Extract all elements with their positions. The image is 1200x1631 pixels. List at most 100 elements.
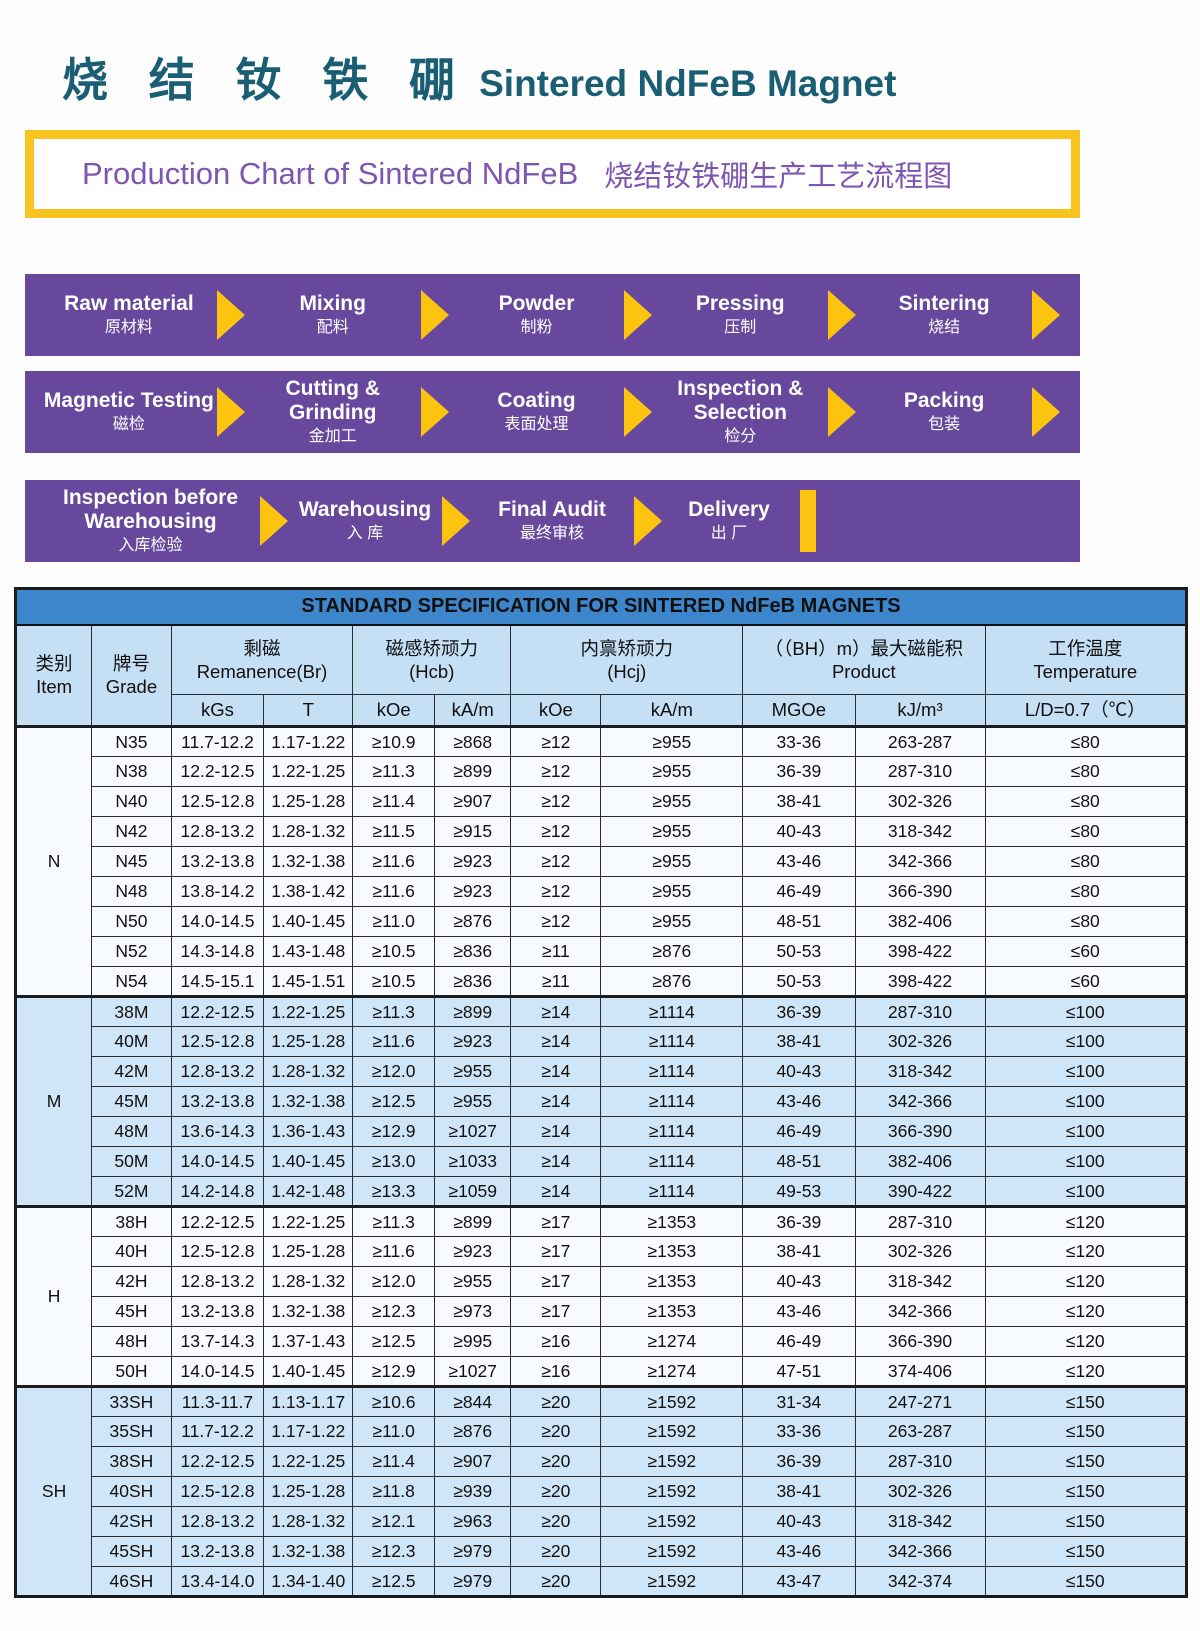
value-cell: ≥16 <box>510 1356 602 1387</box>
value-cell: ≥11.4 <box>352 1446 436 1477</box>
value-cell: 12.2-12.5 <box>170 756 265 787</box>
value-cell: 1.22-1.25 <box>263 756 354 787</box>
table-row: N54 14.5-15.1 1.45-1.51 ≥10.5 ≥836 ≥11 ≥876 50-… <box>16 966 1188 997</box>
value-cell: ≥1592 <box>600 1416 744 1447</box>
value-cell: 1.17-1.22 <box>263 1416 354 1447</box>
value-cell: 1.17-1.22 <box>263 725 354 757</box>
grade-cell: 40SH <box>91 1476 172 1507</box>
value-cell: ≥1027 <box>434 1116 512 1147</box>
value-cell: ≥844 <box>434 1385 512 1417</box>
value-cell: 12.8-13.2 <box>170 816 265 847</box>
value-cell: 1.37-1.43 <box>263 1326 354 1357</box>
flow-step-label-zh: 制粉 <box>520 319 553 337</box>
value-cell: ≥12.3 <box>352 1536 436 1567</box>
unit-header: kGs <box>170 694 265 728</box>
table-row: 50H 14.0-14.5 1.40-1.45 ≥12.9 ≥1027 ≥16 ≥1274 4… <box>16 1356 1188 1387</box>
table-row: 52M 14.2-14.8 1.42-1.48 ≥13.3 ≥1059 ≥14 ≥1114 4… <box>16 1176 1188 1207</box>
value-cell: ≥1592 <box>600 1476 744 1507</box>
value-cell: ≥1114 <box>600 1176 744 1207</box>
unit-header: kA/m <box>600 694 744 728</box>
value-cell: ≥12.9 <box>352 1356 436 1387</box>
table-row: SH 33SH 11.3-11.7 1.13-1.17 ≥10.6 ≥844 ≥20 ≥159… <box>14 1385 1188 1597</box>
flow-end-bar <box>800 490 816 552</box>
value-cell: 12.8-13.2 <box>170 1506 265 1537</box>
value-cell: ≥1114 <box>600 1056 744 1087</box>
value-cell: 318-342 <box>854 1266 986 1297</box>
value-cell: 12.8-13.2 <box>170 1056 265 1087</box>
value-cell: ≥12 <box>510 846 602 877</box>
unit-header: MGOe <box>742 694 856 728</box>
value-cell: 33-36 <box>742 725 856 757</box>
value-cell: 1.25-1.28 <box>263 1026 354 1057</box>
item-group-cell-h: H <box>14 1205 93 1387</box>
grade-cell: 38H <box>91 1205 172 1237</box>
value-cell: ≥16 <box>510 1326 602 1357</box>
grade-cell: N42 <box>91 816 172 847</box>
table-row: 35SH 11.7-12.2 1.17-1.22 ≥11.0 ≥876 ≥20 ≥1592 3… <box>16 1416 1188 1447</box>
table-row: M 38M 12.2-12.5 1.22-1.25 ≥11.3 ≥899 ≥14 ≥1114 3… <box>14 995 1188 1207</box>
value-cell: 1.28-1.32 <box>263 1056 354 1087</box>
flow-arrow-icon <box>634 496 662 546</box>
value-cell: ≥1114 <box>600 1146 744 1177</box>
value-cell: ≤80 <box>984 816 1188 847</box>
flow-step-label-zh: 磁检 <box>112 416 145 434</box>
value-cell: 13.4-14.0 <box>170 1566 265 1597</box>
value-cell: 48-51 <box>742 906 856 937</box>
value-cell: ≥17 <box>510 1266 602 1297</box>
column-header-grade: 牌号 Grade <box>91 624 172 727</box>
grade-cell: 46SH <box>91 1566 172 1597</box>
table-row: 50M 14.0-14.5 1.40-1.45 ≥13.0 ≥1033 ≥14 ≥1114 4… <box>16 1146 1188 1177</box>
grade-cell: N38 <box>91 756 172 787</box>
value-cell: 366-390 <box>854 1326 986 1357</box>
value-cell: ≥11.6 <box>352 1026 436 1057</box>
flow-step-label-zh: 包装 <box>928 416 961 434</box>
value-cell: ≤100 <box>984 1086 1188 1117</box>
value-cell: 36-39 <box>742 1446 856 1477</box>
table-row: N38 12.2-12.5 1.22-1.25 ≥11.3 ≥899 ≥12 ≥955 36-… <box>16 756 1188 787</box>
value-cell: 1.25-1.28 <box>263 1236 354 1267</box>
flow-step-label-en: Pressing <box>695 292 785 316</box>
value-cell: 366-390 <box>854 876 986 907</box>
table-row: N48 13.8-14.2 1.38-1.42 ≥11.6 ≥923 ≥12 ≥955 46-… <box>16 876 1188 907</box>
flow-step-label-en: Inspection before Warehousing <box>62 486 239 534</box>
flow-step-label-zh: 原材料 <box>104 319 153 337</box>
value-cell: ≤80 <box>984 846 1188 877</box>
page-title: 烧 结 钕 铁 硼 Sintered NdFeB Magnet <box>0 0 1200 110</box>
value-cell: 12.2-12.5 <box>170 1205 265 1237</box>
value-cell: 50-53 <box>742 966 856 997</box>
flow-arrow-icon <box>624 387 653 437</box>
value-cell: ≥973 <box>434 1296 512 1327</box>
value-cell: ≥1592 <box>600 1385 744 1417</box>
value-cell: 11.3-11.7 <box>170 1385 265 1417</box>
page-title-english: Sintered NdFeB Magnet <box>479 63 897 104</box>
flow-step-label-zh: 出 厂 <box>710 525 748 543</box>
value-cell: ≥868 <box>434 725 512 757</box>
value-cell: 12.2-12.5 <box>170 1446 265 1477</box>
value-cell: ≥955 <box>600 846 744 877</box>
value-cell: ≥1114 <box>600 1116 744 1147</box>
value-cell: ≥13.3 <box>352 1176 436 1207</box>
value-cell: ≤100 <box>984 1026 1188 1057</box>
flow-step-label-en: Packing <box>903 389 985 413</box>
flow-step-label-zh: 配料 <box>316 319 349 337</box>
value-cell: 1.43-1.48 <box>263 936 354 967</box>
value-cell: ≥1592 <box>600 1506 744 1537</box>
value-cell: 287-310 <box>854 1205 986 1237</box>
value-cell: ≥963 <box>434 1506 512 1537</box>
value-cell: 1.34-1.40 <box>263 1566 354 1597</box>
value-cell: ≥12 <box>510 906 602 937</box>
flow-step-label-en: Inspection & Selection <box>677 377 804 425</box>
value-cell: 1.38-1.42 <box>263 876 354 907</box>
value-cell: 13.2-13.8 <box>170 1086 265 1117</box>
value-cell: 36-39 <box>742 1205 856 1237</box>
flow-step-final-audit: Final Audit 最终审核 <box>472 498 632 544</box>
table-row: 40SH 12.5-12.8 1.25-1.28 ≥11.8 ≥939 ≥20 ≥1592 3… <box>16 1476 1188 1507</box>
value-cell: ≥955 <box>600 756 744 787</box>
table-row: 40H 12.5-12.8 1.25-1.28 ≥11.6 ≥923 ≥17 ≥1353 38… <box>16 1236 1188 1267</box>
value-cell: 38-41 <box>742 1476 856 1507</box>
value-cell: ≤150 <box>984 1476 1188 1507</box>
value-cell: 46-49 <box>742 876 856 907</box>
value-cell: ≥12.9 <box>352 1116 436 1147</box>
